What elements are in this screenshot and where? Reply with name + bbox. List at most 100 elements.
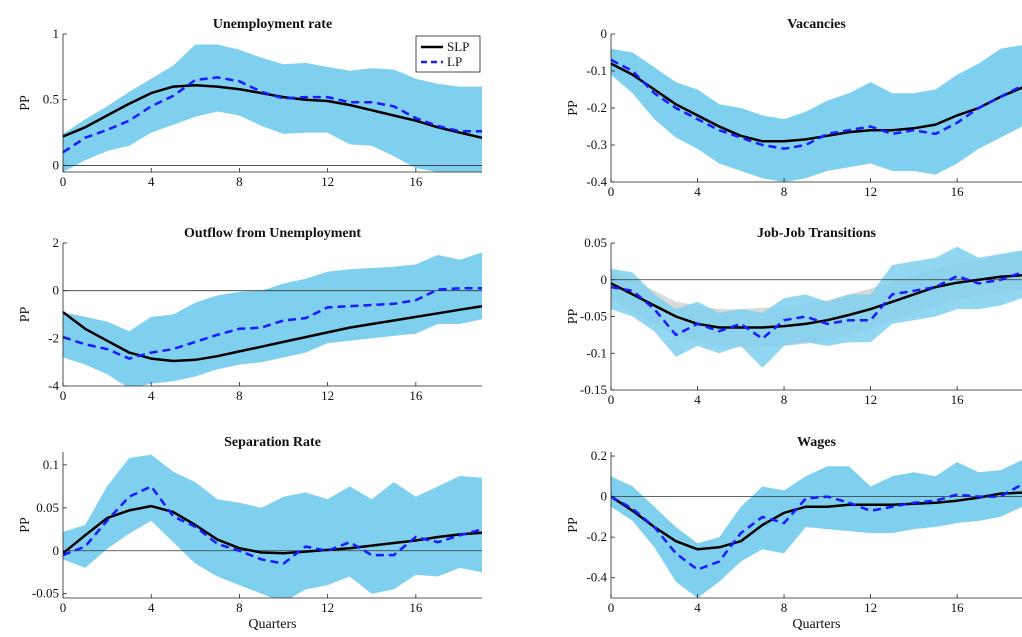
y-axis-label: PP bbox=[566, 100, 581, 116]
x-tick-label: 8 bbox=[781, 600, 788, 615]
y-tick-label: 0.5 bbox=[43, 92, 59, 107]
y-tick-label: 0.05 bbox=[584, 235, 607, 250]
y-axis-label: PP bbox=[18, 307, 33, 323]
x-tick-label: 4 bbox=[694, 600, 701, 615]
x-tick-label: 12 bbox=[864, 184, 877, 199]
chart-title: Separation Rate bbox=[224, 435, 321, 450]
y-tick-label: -0.4 bbox=[586, 570, 607, 585]
x-tick-label: 12 bbox=[864, 600, 877, 615]
x-tick-label: 4 bbox=[694, 392, 701, 407]
plot-area bbox=[63, 252, 482, 386]
confidence-band-slp bbox=[611, 460, 1022, 598]
chart-title: Unemployment rate bbox=[213, 17, 332, 32]
y-tick-label: 1 bbox=[53, 26, 60, 41]
chart-title: Job-Job Transitions bbox=[757, 226, 876, 241]
series-line-slp bbox=[63, 304, 482, 363]
series-line-slp bbox=[63, 84, 482, 140]
x-tick-label: 4 bbox=[148, 600, 155, 615]
x-tick-label: 12 bbox=[321, 174, 334, 189]
x-tick-label: 12 bbox=[321, 600, 334, 615]
x-tick-label: 16 bbox=[409, 174, 423, 189]
y-tick-label: 0 bbox=[601, 489, 608, 504]
y-axis-label: PP bbox=[18, 95, 33, 111]
series-line-slp bbox=[611, 274, 1022, 329]
x-tick-label: 0 bbox=[60, 388, 67, 403]
y-axis-label: PP bbox=[18, 517, 33, 533]
x-tick-label: 16 bbox=[951, 184, 965, 199]
x-tick-label: 16 bbox=[951, 392, 965, 407]
series-line-lp bbox=[63, 485, 482, 565]
legend-label-slp: SLP bbox=[447, 39, 469, 54]
chart-title: Wages bbox=[797, 435, 836, 450]
confidence-band-slp bbox=[611, 45, 1022, 182]
y-tick-label: -0.2 bbox=[586, 100, 607, 115]
y-tick-label: -0.3 bbox=[586, 137, 607, 152]
y-tick-label: -0.1 bbox=[586, 63, 607, 78]
y-tick-label: -4 bbox=[48, 378, 59, 393]
x-tick-label: 0 bbox=[60, 174, 67, 189]
chart-panel-2: 0 4 8 12 16 -0.4 -0.3 -0.2 -0.1 0 Vacancies PP bbox=[566, 17, 1022, 199]
y-tick-label: -0.15 bbox=[580, 382, 607, 397]
x-tick-label: 4 bbox=[148, 388, 155, 403]
y-tick-label: 2 bbox=[53, 235, 60, 250]
x-tick-label: 0 bbox=[608, 184, 615, 199]
series-line-lp bbox=[611, 58, 1022, 150]
series-line-slp bbox=[611, 491, 1022, 551]
x-axis-label: Quarters bbox=[792, 617, 840, 632]
y-tick-label: -0.4 bbox=[586, 174, 607, 189]
chart-panel-3: 0 4 8 12 16 -4 -2 0 2 Outflow from Unemployment PP bbox=[18, 226, 482, 403]
x-tick-label: 16 bbox=[951, 600, 965, 615]
x-tick-label: 8 bbox=[236, 174, 243, 189]
plot-area bbox=[63, 44, 482, 172]
y-tick-label: 0 bbox=[53, 157, 60, 172]
y-tick-label: 0.1 bbox=[43, 457, 59, 472]
y-tick-label: 0 bbox=[53, 283, 60, 298]
y-tick-label: 0 bbox=[601, 272, 608, 287]
x-tick-label: 0 bbox=[60, 600, 67, 615]
x-tick-label: 16 bbox=[409, 388, 423, 403]
x-axis-label: Quarters bbox=[248, 617, 296, 632]
x-tick-label: 4 bbox=[694, 184, 701, 199]
x-tick-label: 4 bbox=[148, 174, 155, 189]
plot-area bbox=[611, 45, 1022, 182]
y-tick-label: -2 bbox=[48, 330, 59, 345]
confidence-band-slp bbox=[63, 44, 482, 172]
x-tick-label: 0 bbox=[608, 600, 615, 615]
series-line-slp bbox=[611, 62, 1022, 143]
confidence-band-slp bbox=[611, 246, 1022, 368]
y-tick-label: 0 bbox=[601, 26, 608, 41]
x-tick-label: 8 bbox=[781, 184, 788, 199]
y-tick-label: 0 bbox=[53, 543, 60, 558]
chart-panel-4: 0 4 8 12 16 -0.15 -0.1 -0.05 0 0.05 Job-Job Transi… bbox=[566, 226, 1022, 407]
x-tick-label: 8 bbox=[781, 392, 788, 407]
x-tick-label: 8 bbox=[236, 600, 243, 615]
series-line-lp bbox=[611, 271, 1022, 340]
y-tick-label: -0.05 bbox=[32, 586, 59, 601]
y-tick-label: 0.05 bbox=[36, 500, 59, 515]
x-tick-label: 0 bbox=[608, 392, 615, 407]
y-tick-label: 0.2 bbox=[591, 448, 607, 463]
series-line-lp bbox=[63, 76, 482, 154]
confidence-band-slp bbox=[63, 252, 482, 386]
legend-label-lp: LP bbox=[447, 54, 462, 69]
series-line-lp bbox=[611, 483, 1022, 571]
x-tick-label: 16 bbox=[409, 600, 423, 615]
chart-title: Vacancies bbox=[787, 17, 846, 32]
y-tick-label: -0.05 bbox=[580, 309, 607, 324]
x-tick-label: 12 bbox=[864, 392, 877, 407]
plot-area bbox=[611, 246, 1022, 368]
legend-box bbox=[415, 35, 481, 73]
plot-area bbox=[63, 454, 482, 598]
x-tick-label: 8 bbox=[236, 388, 243, 403]
confidence-band-slp bbox=[63, 454, 482, 598]
plot-area bbox=[611, 460, 1022, 598]
y-tick-label: -0.1 bbox=[586, 345, 607, 360]
y-tick-label: -0.2 bbox=[586, 529, 607, 544]
chart-title: Outflow from Unemployment bbox=[184, 226, 361, 241]
chart-panel-6: 0 4 8 12 16 -0.4 -0.2 0 0.2 Wages PP Quarters bbox=[566, 435, 1022, 632]
y-axis-label: PP bbox=[566, 309, 581, 325]
